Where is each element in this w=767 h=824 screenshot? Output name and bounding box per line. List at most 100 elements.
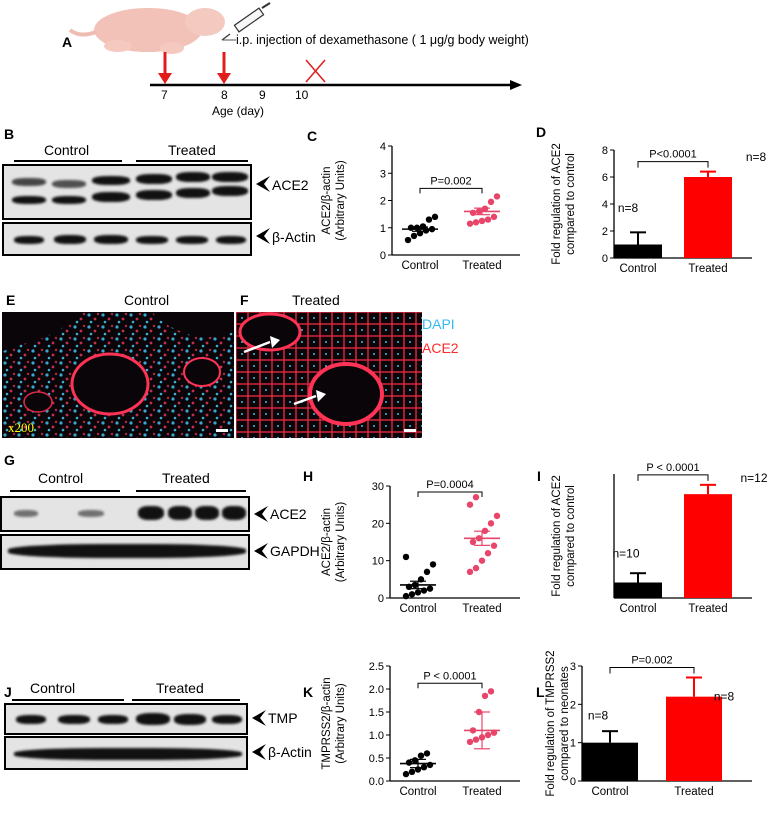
data-point bbox=[411, 757, 419, 764]
y-axis-label: compared to neonates bbox=[559, 666, 571, 781]
p-value-label: P < 0.0001 bbox=[646, 462, 699, 474]
y-tick-label: 0 bbox=[602, 253, 608, 265]
data-point bbox=[402, 592, 410, 600]
x-tick-label: Control bbox=[619, 603, 656, 615]
data-point bbox=[493, 193, 501, 200]
pointer-arrow-icon bbox=[243, 336, 326, 406]
data-point bbox=[466, 501, 474, 508]
data-point bbox=[466, 220, 474, 227]
panel-label-i: I bbox=[537, 468, 541, 484]
p-value-label: P<0.0001 bbox=[649, 149, 696, 161]
blot-g-control-bar bbox=[10, 490, 120, 492]
bar bbox=[684, 494, 732, 598]
data-point bbox=[408, 591, 416, 598]
blot-b-group-treated: Treated bbox=[168, 142, 216, 158]
day-label-10: 10 bbox=[295, 88, 309, 102]
data-point bbox=[487, 688, 495, 695]
y-tick-label: 0.5 bbox=[369, 753, 384, 765]
data-point bbox=[404, 236, 412, 244]
y-tick-label: 0 bbox=[380, 250, 386, 262]
y-axis-label: Fold regulation of ACE2 bbox=[551, 143, 563, 264]
blot-j-control-bar bbox=[12, 699, 124, 701]
significance-bracket bbox=[609, 667, 695, 674]
x-tick-label: Control bbox=[591, 786, 628, 798]
blot-g-arrows bbox=[254, 506, 268, 559]
y-tick-label: 2.5 bbox=[369, 661, 384, 673]
data-point bbox=[478, 557, 486, 564]
blot-j-beta-actin bbox=[4, 736, 248, 770]
blot-b-band-ace2: ACE2 bbox=[272, 177, 309, 193]
micro-legend-ace2: ACE2 bbox=[422, 340, 459, 356]
data-point bbox=[410, 232, 418, 240]
blot-j-band-tmp: TMP bbox=[268, 710, 298, 726]
p-value-label: P=0.002 bbox=[631, 655, 672, 667]
data-point bbox=[402, 770, 410, 778]
p-value-label: P < 0.0001 bbox=[423, 670, 476, 682]
data-point bbox=[490, 542, 498, 549]
bar bbox=[582, 742, 638, 781]
y-tick-label: 2 bbox=[570, 699, 576, 711]
blot-g-gapdh bbox=[0, 534, 250, 570]
y-tick-label: 3 bbox=[570, 661, 576, 673]
day-label-8: 8 bbox=[221, 88, 228, 102]
n-label: n=8 bbox=[618, 201, 639, 215]
y-axis-label: TMPRSS2/β-actin bbox=[321, 677, 333, 769]
blot-j-arrows bbox=[252, 710, 266, 760]
x-tick-label: Treated bbox=[462, 603, 501, 615]
blot-j-tmp bbox=[4, 703, 248, 735]
data-point bbox=[466, 568, 474, 576]
y-tick-label: 0 bbox=[570, 776, 576, 788]
data-point bbox=[414, 589, 422, 596]
micro-e-magnification: x200 bbox=[8, 420, 34, 435]
micrograph-control bbox=[2, 312, 234, 438]
n-label: n=8 bbox=[746, 150, 767, 164]
x-tick-label: Control bbox=[401, 260, 438, 272]
y-axis-label: (Arbitrary Units) bbox=[335, 683, 347, 764]
x-tick-label: Treated bbox=[462, 786, 501, 798]
bar bbox=[666, 696, 722, 781]
data-point bbox=[469, 538, 477, 546]
data-point bbox=[490, 213, 498, 221]
p-value-label: P=0.002 bbox=[430, 175, 471, 187]
panel-label-k: K bbox=[303, 684, 314, 700]
blot-g-band-gapdh: GAPDH bbox=[270, 543, 320, 559]
y-tick-label: 20 bbox=[372, 518, 384, 530]
data-point bbox=[402, 553, 410, 561]
blot-b-beta-actin bbox=[2, 222, 252, 256]
micro-legend-dapi: DAPI bbox=[422, 316, 455, 332]
blot-g-ace2 bbox=[0, 496, 250, 532]
y-axis-label: Fold regulation of TMPRSS2 bbox=[545, 650, 557, 796]
syringe-icon bbox=[221, 2, 271, 41]
x-tick-label: Treated bbox=[688, 263, 727, 275]
data-point bbox=[487, 198, 495, 206]
blot-b-band-actin: β-Actin bbox=[272, 229, 316, 245]
y-tick-label: 4 bbox=[380, 141, 386, 153]
y-tick-label: 1 bbox=[380, 223, 386, 235]
y-tick-label: 1.5 bbox=[369, 707, 384, 719]
y-axis-label: compared to control bbox=[565, 153, 577, 255]
n-label: n=8 bbox=[714, 690, 735, 704]
y-tick-label: 3 bbox=[380, 168, 386, 180]
data-point bbox=[481, 692, 489, 700]
day-label-7: 7 bbox=[161, 88, 168, 102]
panel-label-l: L bbox=[536, 684, 545, 700]
data-point bbox=[423, 568, 431, 576]
y-tick-label: 2.0 bbox=[369, 684, 384, 696]
blot-b-arrows bbox=[256, 176, 270, 244]
panel-label-b: B bbox=[4, 126, 15, 142]
significance-bracket bbox=[417, 682, 483, 689]
n-label: n=12 bbox=[740, 471, 767, 485]
stop-x-icon bbox=[305, 59, 326, 83]
y-tick-label: 30 bbox=[372, 481, 384, 493]
timeline-diagram bbox=[68, 2, 522, 90]
significance-bracket bbox=[417, 491, 483, 497]
data-point bbox=[425, 216, 433, 223]
x-tick-label: Control bbox=[399, 603, 436, 615]
blot-b-treated-bar bbox=[136, 160, 248, 162]
data-point bbox=[431, 213, 439, 221]
y-tick-label: 0.0 bbox=[369, 776, 384, 788]
bar bbox=[684, 177, 732, 258]
